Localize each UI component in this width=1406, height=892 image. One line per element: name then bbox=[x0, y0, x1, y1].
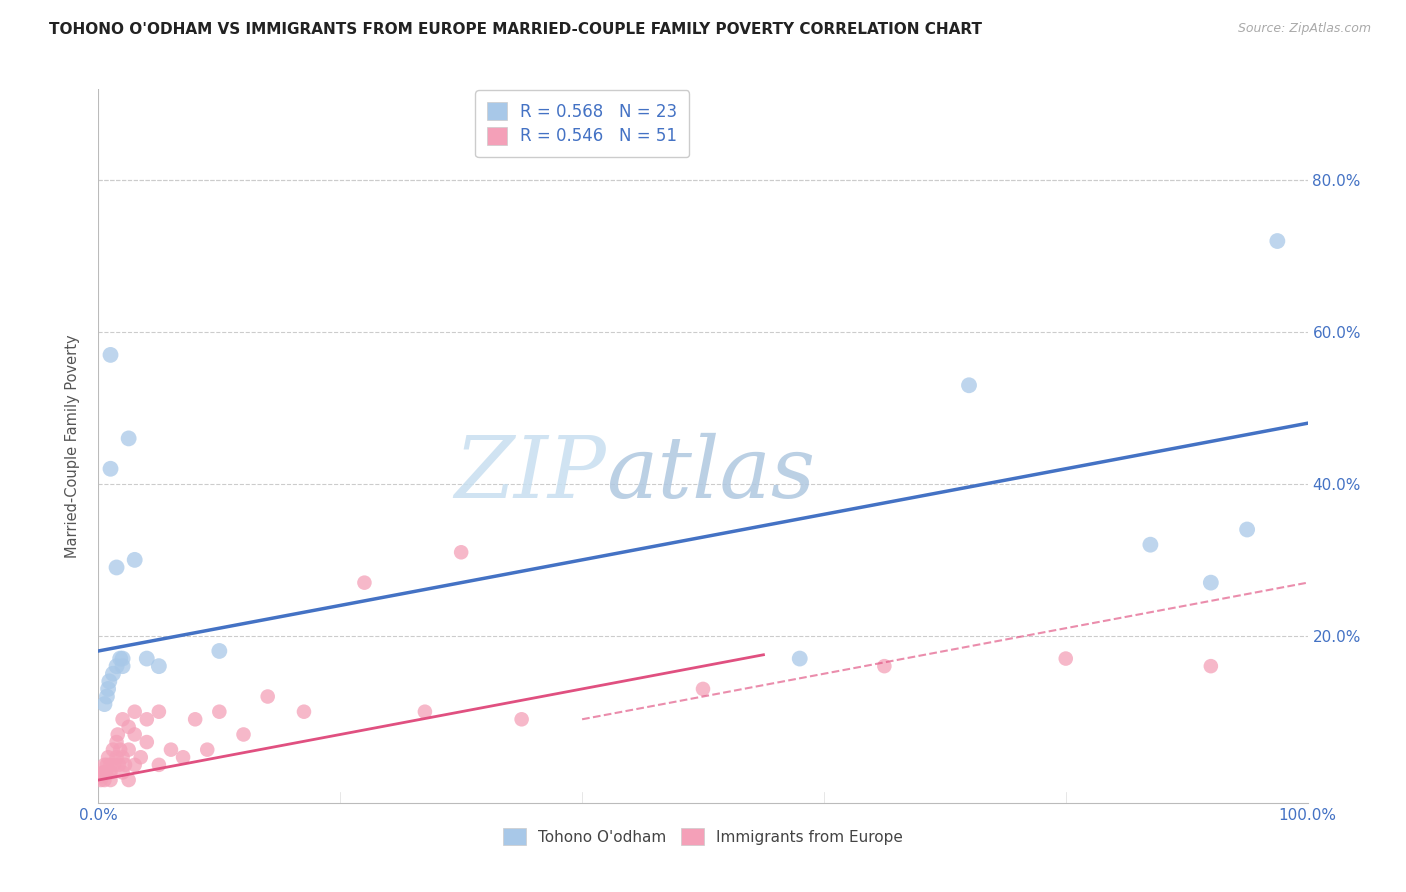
Point bbox=[353, 575, 375, 590]
Point bbox=[148, 705, 170, 719]
Point bbox=[93, 757, 115, 772]
Point bbox=[789, 651, 811, 665]
Point bbox=[93, 765, 115, 780]
Legend: Tohono O'odham, Immigrants from Europe: Tohono O'odham, Immigrants from Europe bbox=[503, 829, 903, 845]
Point bbox=[135, 712, 157, 726]
Point bbox=[1139, 538, 1161, 552]
Point bbox=[107, 727, 129, 741]
Point bbox=[208, 705, 231, 719]
Point bbox=[105, 560, 128, 574]
Point bbox=[118, 431, 141, 445]
Point bbox=[118, 742, 141, 756]
Point bbox=[108, 757, 131, 772]
Text: ZIP: ZIP bbox=[454, 434, 606, 516]
Point bbox=[148, 757, 170, 772]
Point bbox=[957, 378, 980, 392]
Point bbox=[100, 462, 122, 476]
Point bbox=[1267, 234, 1289, 248]
Point bbox=[90, 772, 112, 787]
Point bbox=[101, 742, 124, 756]
Point bbox=[96, 757, 118, 772]
Point bbox=[124, 727, 146, 741]
Point bbox=[111, 712, 134, 726]
Point bbox=[195, 742, 218, 756]
Text: Source: ZipAtlas.com: Source: ZipAtlas.com bbox=[1237, 22, 1371, 36]
Point bbox=[1054, 651, 1077, 665]
Point bbox=[135, 735, 157, 749]
Point bbox=[98, 765, 121, 780]
Point bbox=[91, 769, 114, 783]
Point bbox=[111, 750, 134, 764]
Point bbox=[256, 690, 278, 704]
Point bbox=[100, 348, 122, 362]
Point bbox=[692, 681, 714, 696]
Point bbox=[1199, 575, 1222, 590]
Point bbox=[94, 765, 117, 780]
Point bbox=[292, 705, 315, 719]
Point bbox=[873, 659, 896, 673]
Point bbox=[114, 757, 136, 772]
Point bbox=[105, 750, 128, 764]
Point bbox=[105, 659, 128, 673]
Point bbox=[100, 765, 122, 780]
Point bbox=[103, 757, 125, 772]
Text: TOHONO O'ODHAM VS IMMIGRANTS FROM EUROPE MARRIED-COUPLE FAMILY POVERTY CORRELATI: TOHONO O'ODHAM VS IMMIGRANTS FROM EUROPE… bbox=[49, 22, 983, 37]
Point bbox=[118, 772, 141, 787]
Point bbox=[111, 765, 134, 780]
Point bbox=[100, 772, 122, 787]
Point bbox=[93, 772, 115, 787]
Point bbox=[101, 666, 124, 681]
Point bbox=[124, 553, 146, 567]
Point bbox=[148, 659, 170, 673]
Point bbox=[111, 651, 134, 665]
Point bbox=[98, 674, 121, 689]
Point bbox=[160, 742, 183, 756]
Point bbox=[232, 727, 254, 741]
Point bbox=[108, 742, 131, 756]
Text: atlas: atlas bbox=[606, 434, 815, 516]
Point bbox=[96, 690, 118, 704]
Point bbox=[208, 644, 231, 658]
Point bbox=[1236, 523, 1258, 537]
Y-axis label: Married-Couple Family Poverty: Married-Couple Family Poverty bbox=[65, 334, 80, 558]
Point bbox=[510, 712, 533, 726]
Point bbox=[124, 757, 146, 772]
Point bbox=[124, 705, 146, 719]
Point bbox=[105, 735, 128, 749]
Point bbox=[1199, 659, 1222, 673]
Point bbox=[97, 750, 120, 764]
Point bbox=[100, 757, 122, 772]
Point bbox=[184, 712, 207, 726]
Point bbox=[97, 681, 120, 696]
Point bbox=[172, 750, 194, 764]
Point bbox=[111, 659, 134, 673]
Point bbox=[93, 697, 115, 711]
Point bbox=[135, 651, 157, 665]
Point bbox=[118, 720, 141, 734]
Point bbox=[129, 750, 152, 764]
Point bbox=[450, 545, 472, 559]
Point bbox=[108, 651, 131, 665]
Point bbox=[91, 765, 114, 780]
Point bbox=[413, 705, 436, 719]
